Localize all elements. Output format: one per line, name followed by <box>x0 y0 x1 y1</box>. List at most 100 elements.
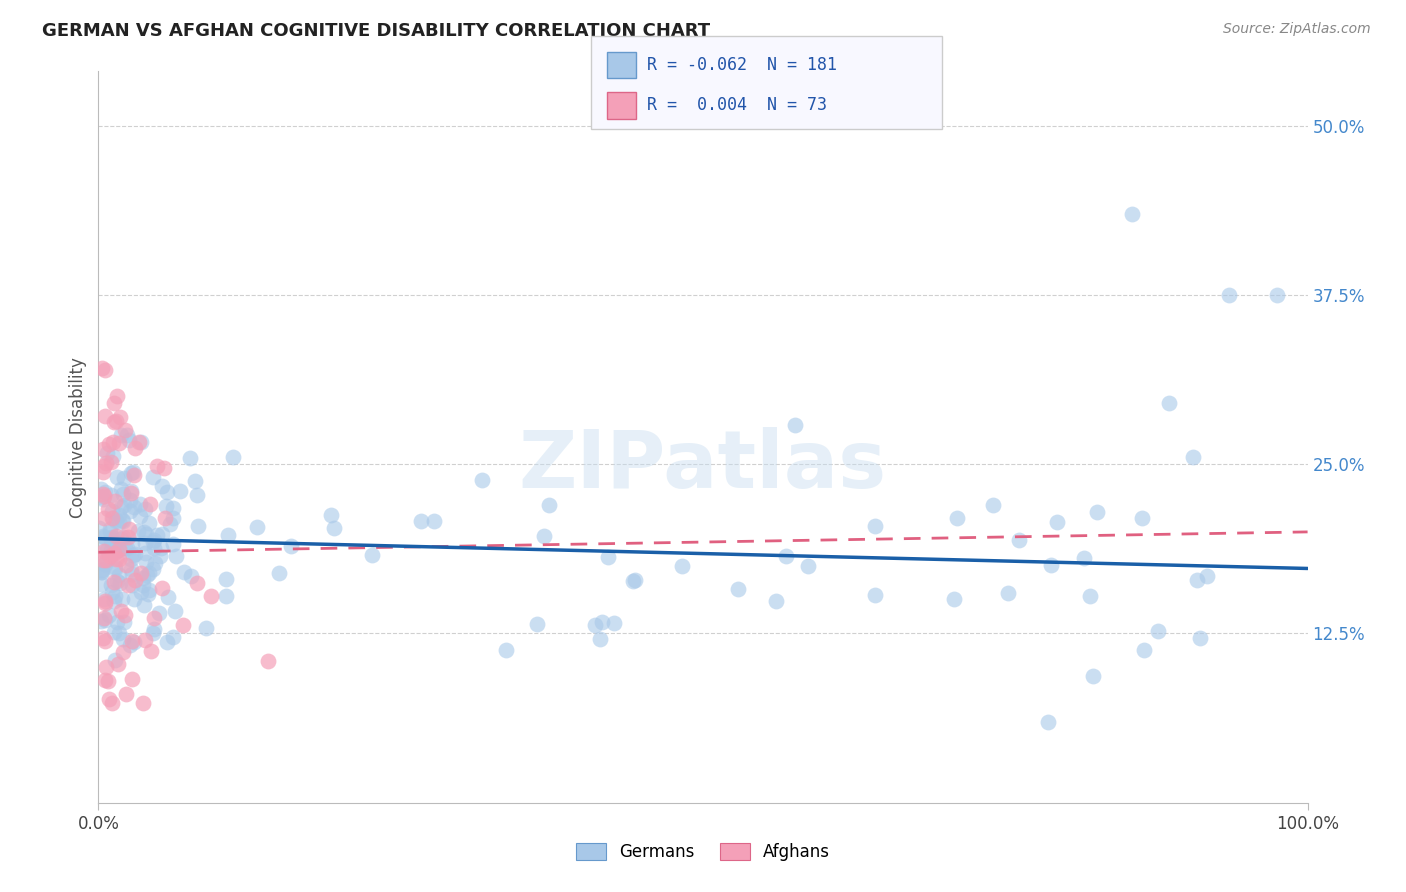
Germans <box>222 450 245 465</box>
Germans <box>180 569 202 583</box>
Germans <box>100 543 122 558</box>
Afghans <box>152 460 174 475</box>
Germans <box>105 544 128 558</box>
Germans <box>1185 573 1208 587</box>
Afghans <box>91 553 114 567</box>
Afghans <box>98 437 121 451</box>
Germans <box>104 589 127 603</box>
Afghans <box>91 486 114 500</box>
Text: R =  0.004  N = 73: R = 0.004 N = 73 <box>647 96 827 114</box>
Germans <box>128 508 150 523</box>
Germans <box>124 547 146 561</box>
Germans <box>112 615 135 630</box>
Germans <box>112 470 135 484</box>
Germans <box>108 568 131 582</box>
Afghans <box>97 691 120 706</box>
Germans <box>149 549 172 563</box>
Germans <box>136 587 159 601</box>
Germans <box>93 536 115 550</box>
Afghans <box>103 546 125 560</box>
Afghans <box>132 696 155 710</box>
Germans <box>90 577 112 591</box>
Afghans <box>104 494 127 508</box>
Afghans <box>143 611 166 625</box>
Germans <box>1130 511 1153 525</box>
Germans <box>319 508 342 523</box>
Germans <box>423 514 446 528</box>
Afghans <box>91 442 114 457</box>
Germans <box>115 428 138 442</box>
Afghans <box>114 608 136 623</box>
Germans <box>1157 396 1180 410</box>
Afghans <box>100 455 122 469</box>
Germans <box>360 549 382 563</box>
Germans <box>96 446 118 460</box>
Germans <box>156 484 179 499</box>
Germans <box>98 524 121 539</box>
Germans <box>1046 516 1069 530</box>
Germans <box>1121 206 1143 220</box>
Germans <box>142 541 165 556</box>
Germans <box>112 486 135 500</box>
Germans <box>981 498 1004 512</box>
Germans <box>128 497 150 511</box>
Afghans <box>114 423 136 437</box>
Germans <box>118 638 141 652</box>
Afghans <box>93 673 115 688</box>
Germans <box>533 528 555 542</box>
Afghans <box>117 578 139 592</box>
Germans <box>142 533 165 547</box>
Germans <box>150 479 173 493</box>
Germans <box>621 574 644 589</box>
Germans <box>111 530 134 544</box>
Germans <box>108 542 131 557</box>
Germans <box>93 530 115 544</box>
Germans <box>105 514 128 528</box>
Afghans <box>145 459 167 474</box>
Text: ZIPatlas: ZIPatlas <box>519 427 887 506</box>
Afghans <box>93 363 115 377</box>
Germans <box>108 576 131 591</box>
Germans <box>538 498 561 512</box>
Germans <box>129 585 152 599</box>
Germans <box>162 631 184 645</box>
Germans <box>122 465 145 479</box>
Germans <box>135 527 157 541</box>
Germans <box>1085 505 1108 519</box>
Germans <box>1008 533 1031 547</box>
Afghans <box>150 581 173 595</box>
Y-axis label: Cognitive Disability: Cognitive Disability <box>69 357 87 517</box>
Germans <box>90 563 112 577</box>
Afghans <box>94 593 117 607</box>
Germans <box>246 520 269 534</box>
Germans <box>156 635 179 649</box>
Germans <box>120 551 142 566</box>
Germans <box>101 530 124 544</box>
Germans <box>162 511 184 525</box>
Afghans <box>98 549 121 564</box>
Germans <box>1073 551 1095 566</box>
Germans <box>217 527 239 541</box>
Afghans <box>96 553 118 567</box>
Germans <box>1267 288 1289 302</box>
Germans <box>179 450 201 465</box>
Germans <box>526 616 548 631</box>
Afghans <box>121 633 143 648</box>
Germans <box>138 516 160 530</box>
Germans <box>122 548 145 562</box>
Afghans <box>129 566 152 580</box>
Germans <box>280 539 302 553</box>
Germans <box>90 565 112 579</box>
Germans <box>121 536 143 550</box>
Germans <box>120 562 142 576</box>
Germans <box>142 625 165 640</box>
Germans <box>603 615 626 630</box>
Germans <box>120 484 142 499</box>
Afghans <box>105 529 128 543</box>
Germans <box>184 474 207 488</box>
Germans <box>142 534 165 549</box>
Afghans <box>97 673 120 688</box>
Germans <box>142 561 165 575</box>
Germans <box>98 522 121 536</box>
Germans <box>100 577 122 591</box>
